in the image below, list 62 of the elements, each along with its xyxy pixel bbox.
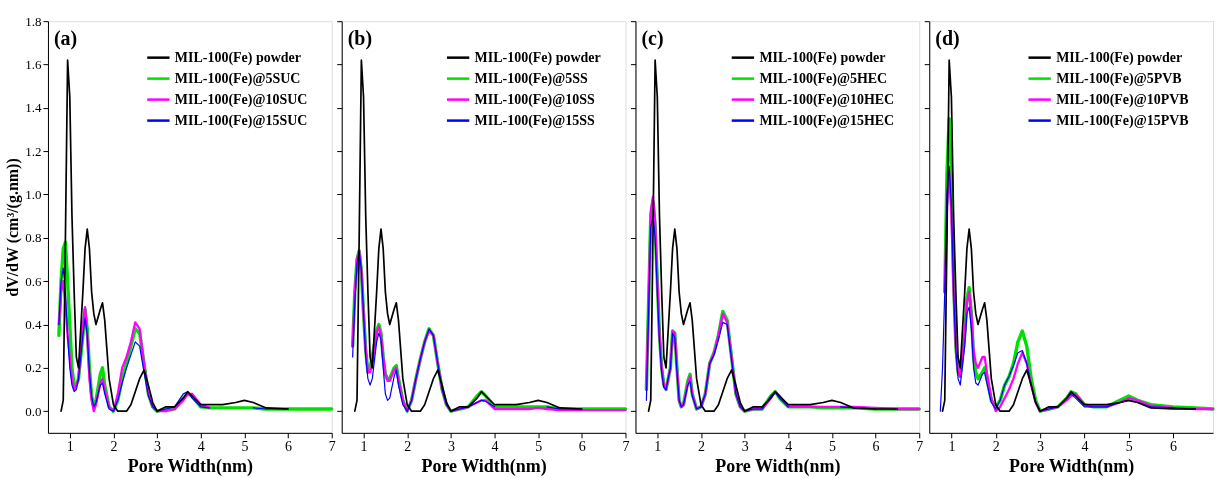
legend-label: MIL-100(Fe)@10HEC (759, 91, 895, 108)
x-tick-label: 4 (491, 439, 499, 455)
x-tick-label: 2 (697, 439, 705, 455)
y-tick-label: 0.6 (25, 273, 42, 289)
x-axis-title: Pore Width(nm) (127, 456, 253, 478)
x-tick-label: 7 (916, 439, 924, 455)
legend-label: MIL-100(Fe)@10SS (474, 91, 595, 108)
annotation: (b) (347, 27, 373, 51)
legend-label: MIL-100(Fe)@10SUC (174, 91, 308, 108)
x-tick-label: 3 (447, 439, 455, 455)
x-tick-label: 6 (578, 439, 586, 455)
x-tick-label: 3 (741, 439, 749, 455)
legend-label: MIL-100(Fe) powder (174, 49, 301, 66)
x-tick-label: 6 (1170, 439, 1178, 455)
y-tick-label: 0.8 (25, 230, 42, 246)
y-tick-label: 1.2 (25, 143, 42, 159)
y-tick-label: 1.8 (25, 13, 42, 29)
annotation: (d) (935, 27, 960, 51)
x-tick-label: 4 (785, 439, 793, 455)
x-tick-label: 4 (197, 439, 205, 455)
x-tick-label: 2 (992, 439, 1000, 455)
x-tick-label: 5 (828, 439, 836, 455)
x-tick-label: 7 (622, 439, 630, 455)
y-tick-label: 1.4 (25, 100, 42, 116)
legend-label: MIL-100(Fe) powder (1056, 49, 1183, 66)
y-tick-label: 0.2 (25, 360, 42, 376)
legend-label: MIL-100(Fe)@15SUC (174, 112, 308, 129)
x-axis-title: Pore Width(nm) (421, 456, 547, 478)
x-tick-label: 1 (654, 439, 662, 455)
x-axis-title: Pore Width(nm) (1008, 456, 1135, 478)
legend-label: MIL-100(Fe) powder (474, 49, 601, 66)
x-tick-label: 3 (1037, 439, 1045, 455)
x-tick-label: 1 (66, 439, 74, 455)
y-tick-label: 1.0 (25, 187, 42, 203)
x-tick-label: 6 (285, 439, 293, 455)
x-tick-label: 4 (1081, 439, 1089, 455)
x-axis-title: Pore Width(nm) (715, 456, 841, 478)
x-tick-label: 6 (872, 439, 880, 455)
x-tick-label: 3 (154, 439, 162, 455)
legend-label: MIL-100(Fe)@15PVB (1056, 112, 1189, 129)
x-tick-label: 2 (404, 439, 412, 455)
legend-label: MIL-100(Fe)@10PVB (1056, 91, 1189, 108)
x-tick-label: 2 (110, 439, 118, 455)
x-tick-label: 7 (328, 439, 336, 455)
y-tick-label: 0.0 (25, 403, 42, 419)
legend-label: MIL-100(Fe)@15SS (474, 112, 595, 129)
x-tick-label: 1 (360, 439, 368, 455)
legend-label: MIL-100(Fe)@5HEC (759, 70, 888, 87)
y-tick-label: 0.4 (25, 317, 42, 333)
annotation: (c) (641, 27, 664, 51)
x-tick-label: 5 (535, 439, 543, 455)
x-tick-label: 5 (241, 439, 249, 455)
y-axis-title: dV/dW (cm³/(g.nm)) (4, 158, 23, 297)
legend-label: MIL-100(Fe)@5SS (474, 70, 588, 87)
legend-label: MIL-100(Fe)@5PVB (1056, 70, 1182, 87)
legend-label: MIL-100(Fe)@5SUC (174, 70, 301, 87)
y-tick-label: 1.6 (25, 57, 42, 73)
x-tick-label: 5 (1125, 439, 1133, 455)
legend-label: MIL-100(Fe)@15HEC (759, 112, 895, 129)
annotation: (a) (53, 27, 78, 51)
x-tick-label: 1 (948, 439, 956, 455)
legend-label: MIL-100(Fe) powder (759, 49, 886, 66)
